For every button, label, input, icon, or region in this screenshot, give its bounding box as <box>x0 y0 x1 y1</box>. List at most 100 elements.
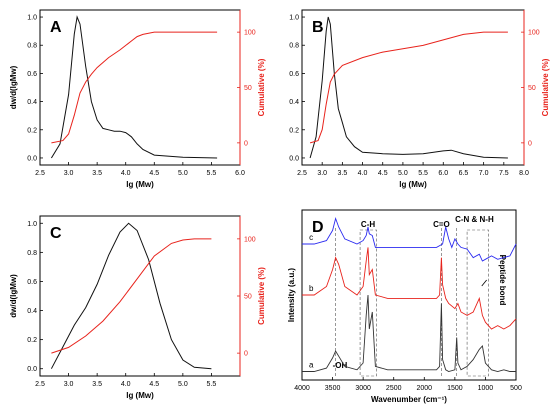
distribution-line <box>50 15 218 159</box>
y-tick-label: 0.0 <box>27 155 37 162</box>
right-tick-label: 0 <box>244 140 248 147</box>
spectrum-label: a <box>309 361 314 370</box>
x-tick-label: 5.0 <box>398 170 408 177</box>
spectrum-label: b <box>309 284 314 293</box>
y-axis-title: Intensity (a.u.) <box>287 268 296 323</box>
x-tick-label: 5.0 <box>178 381 188 388</box>
spectrum-label: c <box>309 233 313 242</box>
x-tick-label: 2500 <box>386 385 402 392</box>
plot-frame <box>301 9 525 166</box>
x-tick-label: 8.0 <box>519 170 529 177</box>
y-tick-label: 0.8 <box>289 43 299 50</box>
cn-nh-label: C-N & N-H <box>455 215 494 224</box>
x-tick-label: 5.5 <box>418 170 428 177</box>
right-axis-title: Cumulative (%) <box>257 58 266 116</box>
x-tick-label: 500 <box>510 385 522 392</box>
y-tick-label: 0.8 <box>27 250 37 257</box>
x-axis-title: lg (Mw) <box>126 180 154 189</box>
cumulative-line <box>51 31 218 144</box>
right-tick-label: 50 <box>244 85 252 92</box>
x-tick-label: 3000 <box>355 385 371 392</box>
x-tick-label: 1500 <box>447 385 463 392</box>
x-tick-label: 3.5 <box>92 381 102 388</box>
x-tick-label: 4.0 <box>121 170 131 177</box>
y-tick-label: 0.4 <box>27 308 37 315</box>
x-tick-label: 3.0 <box>317 170 327 177</box>
x-tick-label: 3500 <box>325 385 341 392</box>
x-tick-label: 2.5 <box>35 381 45 388</box>
y-tick-label: 1.0 <box>27 221 37 228</box>
right-axis-title: Cumulative (%) <box>541 58 550 116</box>
x-tick-label: 6.0 <box>438 170 448 177</box>
y-tick-label: 0.6 <box>289 71 299 78</box>
right-tick-label: 50 <box>528 85 536 92</box>
panel-c: 2.5 3.0 3.5 4.0 4.5 5.0 5.5 0.0 0.2 0.4 0.6 0.8 1.0 0… <box>9 215 266 400</box>
x-tick-label: 2.5 <box>35 170 45 177</box>
panel-letter: D <box>312 219 324 236</box>
x-tick-label: 4.5 <box>149 381 159 388</box>
x-tick-label: 6.0 <box>235 170 245 177</box>
spectrum-line <box>302 247 517 330</box>
right-axis-title: Cumulative (%) <box>257 267 266 325</box>
y-tick-label: 0.0 <box>289 155 299 162</box>
x-axis-title: lg (Mw) <box>126 391 154 400</box>
right-tick-label: 100 <box>244 30 256 37</box>
spectrum-line <box>302 294 516 372</box>
x-tick-label: 3.0 <box>64 170 74 177</box>
cumulative-line <box>51 238 212 354</box>
distribution-line <box>309 16 508 159</box>
y-tick-label: 0.8 <box>27 43 37 50</box>
x-tick-label: 3.0 <box>64 381 74 388</box>
x-axis-title: lg (Mw) <box>399 180 427 189</box>
y-tick-label: 0.6 <box>27 279 37 286</box>
x-tick-label: 3.5 <box>337 170 347 177</box>
peptide-arrow <box>481 279 487 287</box>
x-tick-label: 4.5 <box>378 170 388 177</box>
x-tick-label: 7.5 <box>499 170 509 177</box>
x-tick-label: 6.5 <box>459 170 469 177</box>
right-tick-label: 50 <box>244 294 252 301</box>
x-tick-label: 7.0 <box>479 170 489 177</box>
x-tick-label: 4.5 <box>149 170 159 177</box>
panel-letter: C <box>50 225 62 242</box>
x-tick-label: 5.5 <box>207 381 217 388</box>
y-tick-label: 1.0 <box>289 15 299 22</box>
x-tick-label: 4.0 <box>358 170 368 177</box>
x-tick-label: 4.0 <box>121 381 131 388</box>
y-axis-title: dw/d(lgMw) <box>9 274 18 318</box>
y-tick-label: 0.2 <box>27 337 37 344</box>
ch-region-box <box>359 229 377 377</box>
spectrum-line <box>302 216 517 262</box>
y-tick-label: 0.2 <box>289 127 299 134</box>
y-tick-label: 0.4 <box>289 99 299 106</box>
panel-letter: B <box>312 19 324 36</box>
co-label: C=O <box>433 220 450 229</box>
panel-a: 2.5 3.0 3.5 4.0 4.5 5.0 5.5 6.0 0.0 0.2 0.4 0.6 0.8 1… <box>9 9 266 189</box>
x-tick-label: 2000 <box>416 385 432 392</box>
y-tick-label: 0.0 <box>27 366 37 373</box>
right-tick-label: 0 <box>244 351 248 358</box>
panel-letter: A <box>50 19 62 36</box>
y-tick-label: 0.6 <box>27 71 37 78</box>
plot-frame <box>39 215 241 377</box>
plot-frame <box>39 9 241 166</box>
peptide-bond-label: Peptide bond <box>498 255 507 306</box>
x-tick-label: 5.5 <box>207 170 217 177</box>
x-tick-label: 5.0 <box>178 170 188 177</box>
right-tick-label: 100 <box>528 30 540 37</box>
y-axis-title: dw/d(lgMw) <box>9 65 18 109</box>
right-tick-label: 0 <box>528 140 532 147</box>
cumulative-line <box>309 31 508 144</box>
ch-label: C-H <box>361 220 375 229</box>
y-tick-label: 0.4 <box>27 99 37 106</box>
y-tick-label: 1.0 <box>27 15 37 22</box>
x-tick-label: 1000 <box>478 385 494 392</box>
right-tick-label: 100 <box>244 236 256 243</box>
cn-nh-region-box <box>466 229 489 377</box>
x-tick-label: 3.5 <box>92 170 102 177</box>
x-tick-label: 4000 <box>294 385 310 392</box>
x-tick-label: 2.5 <box>297 170 307 177</box>
y-tick-label: 0.2 <box>27 127 37 134</box>
panel-b: 2.5 3.0 3.5 4.0 4.5 5.0 5.5 6.0 6.5 7.0 7.5 8.0 0.0 0… <box>289 9 550 189</box>
